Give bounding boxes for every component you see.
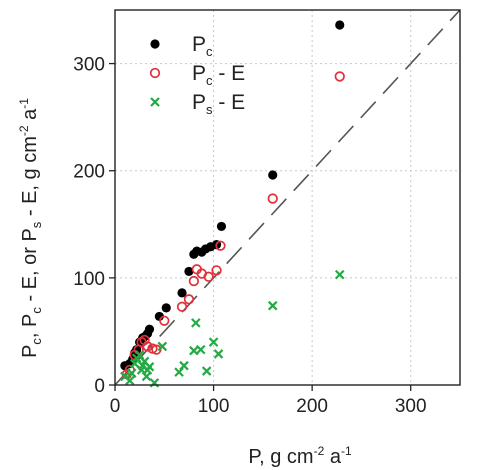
axis-ticks: 0 100 200 300 0 100 200 300 xyxy=(73,55,426,417)
data-point xyxy=(183,294,195,305)
data-point xyxy=(125,375,135,386)
data-point xyxy=(216,221,227,232)
data-point xyxy=(208,337,219,347)
x-tick-label: 0 xyxy=(110,396,121,417)
x-marker-stroke xyxy=(157,341,168,352)
plot-frame xyxy=(114,9,461,386)
data-point xyxy=(201,366,212,376)
data-point xyxy=(176,301,188,312)
data-point xyxy=(179,360,189,371)
data-point xyxy=(334,71,345,82)
legend-label: Pc xyxy=(192,33,213,59)
legend: Pc Pc - E Ps - E xyxy=(149,33,245,117)
x-marker-stroke xyxy=(126,368,137,378)
data-point xyxy=(268,170,278,180)
data-point xyxy=(195,344,206,355)
y-tick-label: 100 xyxy=(73,269,105,290)
x-marker-stroke xyxy=(150,97,160,107)
x-marker-stroke xyxy=(139,356,150,367)
one-to-one-reference-line xyxy=(114,9,461,386)
x-marker-stroke xyxy=(213,349,224,359)
data-point xyxy=(154,311,164,322)
data-point xyxy=(267,193,278,204)
data-point xyxy=(203,271,214,282)
data-point xyxy=(188,275,200,287)
data-point xyxy=(335,20,345,30)
data-point xyxy=(144,362,155,372)
data-point xyxy=(151,344,162,355)
x-tick-label: 100 xyxy=(198,396,230,417)
legend-label: Pc - E xyxy=(192,62,245,88)
y-tick-label: 300 xyxy=(73,55,105,76)
data-point xyxy=(144,324,155,334)
x-marker-stroke xyxy=(179,360,189,371)
x-marker-stroke xyxy=(208,337,219,347)
x-axis-label: P, g cm-2 a-1 xyxy=(248,444,352,468)
x-marker-stroke xyxy=(267,300,278,311)
x-tick-label: 200 xyxy=(296,396,328,417)
x-marker-stroke xyxy=(189,345,199,356)
x-marker-stroke xyxy=(141,371,152,382)
x-marker-stroke xyxy=(191,318,201,328)
x-marker-stroke xyxy=(144,362,155,372)
y-tick-label: 0 xyxy=(94,376,105,397)
data-point xyxy=(177,288,187,298)
data-point xyxy=(184,266,194,277)
x-marker-stroke xyxy=(201,366,212,376)
series-pc-e xyxy=(121,71,345,380)
x-marker-stroke xyxy=(134,350,145,360)
x-marker-stroke xyxy=(334,269,345,280)
legend-marker xyxy=(149,67,161,79)
data-points xyxy=(120,20,345,388)
data-point xyxy=(126,368,137,378)
data-point xyxy=(157,341,168,352)
legend-marker xyxy=(150,97,160,107)
data-point xyxy=(191,318,201,328)
x-marker-stroke xyxy=(129,358,140,369)
x-tick-label: 300 xyxy=(395,396,427,417)
data-point xyxy=(142,341,153,352)
data-point xyxy=(159,315,170,326)
data-point xyxy=(211,265,222,276)
data-point xyxy=(161,303,171,313)
data-point xyxy=(215,240,226,251)
x-marker-stroke xyxy=(120,371,130,382)
data-point xyxy=(213,349,224,359)
y-axis-label: Pc, Pc - E, or Ps - E, g cm-2 a-1 xyxy=(17,98,44,358)
series-ps-e xyxy=(120,269,345,388)
legend-marker xyxy=(150,39,160,49)
x-marker-stroke xyxy=(195,344,206,355)
legend-label: Ps - E xyxy=(192,91,245,117)
y-tick-label: 200 xyxy=(73,162,105,183)
x-marker-stroke xyxy=(125,375,135,386)
data-point xyxy=(267,300,278,311)
data-point xyxy=(334,269,345,280)
